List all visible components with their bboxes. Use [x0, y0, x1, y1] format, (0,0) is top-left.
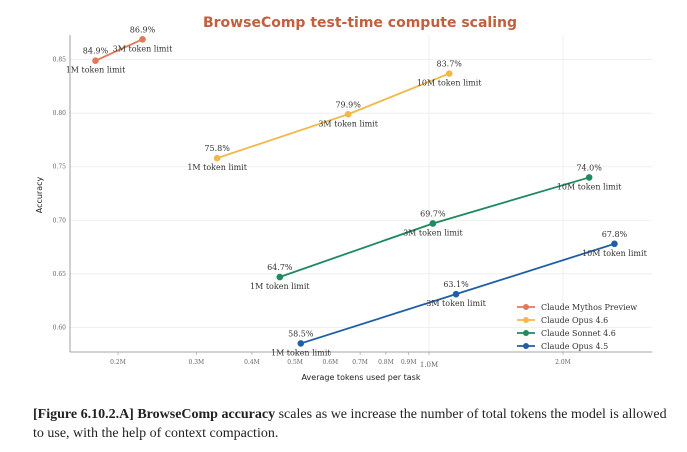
y-tick-label: 0.80	[53, 110, 67, 117]
x-tick-label: 0.3M	[189, 359, 205, 366]
value-label: 79.9%	[335, 100, 361, 109]
data-point	[213, 154, 221, 162]
caption-text: scales as we increase the number of tota…	[33, 407, 667, 441]
data-point	[297, 340, 305, 347]
series-line	[95, 38, 143, 62]
data-point	[585, 174, 593, 181]
legend-marker	[523, 330, 529, 336]
x-tick-label: 0.8M	[378, 359, 394, 366]
value-label: 74.0%	[576, 163, 602, 172]
point-label: 1M token limit	[271, 348, 331, 357]
y-tick-label: 0.60	[53, 324, 67, 331]
data-point	[92, 57, 99, 65]
point-label: 10M token limit	[557, 182, 622, 191]
value-label: 75.8%	[204, 144, 230, 153]
value-label: 86.9%	[130, 25, 156, 34]
x-tick-label: 0.5M	[287, 359, 303, 366]
point-label: 1M token limit	[66, 66, 126, 75]
point-label: 3M token limit	[403, 228, 463, 237]
chart-title: BrowseComp test-time compute scaling	[203, 15, 517, 31]
y-tick-label: 0.85	[53, 57, 67, 64]
x-tick-label: 0.4M	[244, 359, 260, 366]
value-label: 58.5%	[288, 329, 314, 338]
data-point	[344, 110, 352, 118]
x-tick-label: 0.9M	[401, 359, 417, 366]
data-point	[139, 35, 146, 43]
axes: 0.60 0.65 0.70 0.75 0.80 0.85 0.2M 0.3M 0.4M 0.5M…	[53, 35, 652, 369]
x-axis-label: Average tokens used per task	[302, 373, 421, 382]
series-line	[216, 72, 450, 160]
point-label: 3M token limit	[426, 299, 486, 308]
data-point	[445, 70, 453, 77]
legend-marker	[523, 343, 529, 349]
value-label: 63.1%	[443, 280, 469, 289]
data-point	[452, 290, 460, 298]
y-tick-label: 0.75	[53, 164, 67, 171]
point-label: 1M token limit	[250, 282, 310, 291]
legend-entry: Claude Opus 4.6	[541, 316, 608, 325]
legend: Claude Mythos Preview Claude Opus 4.6 Clau…	[517, 303, 637, 351]
legend-entry: Claude Sonnet 4.6	[541, 329, 616, 338]
point-label: 10M token limit	[417, 79, 482, 88]
point-label: 1M token limit	[187, 163, 247, 172]
data-point	[276, 273, 284, 281]
point-label: 3M token limit	[113, 44, 173, 53]
y-axis-label: Accuracy	[35, 176, 44, 213]
figure-caption: [Figure 6.10.2.A] BrowseComp accuracy sc…	[33, 405, 673, 443]
browsecomp-chart: BrowseComp test-time compute scaling 0.6…	[35, 15, 652, 382]
caption-prefix: [Figure 6.10.2.A] BrowseComp accuracy	[33, 407, 276, 422]
point-label: 3M token limit	[318, 119, 378, 128]
legend-entry: Claude Opus 4.5	[541, 342, 608, 351]
value-label: 83.7%	[436, 60, 462, 69]
y-tick-label: 0.65	[53, 271, 67, 278]
x-tick-label: 0.7M	[352, 359, 368, 366]
x-tick-label: 0.2M	[110, 359, 126, 366]
x-tick-label: 0.6M	[322, 359, 338, 366]
legend-entry: Claude Mythos Preview	[541, 303, 637, 312]
series-line	[279, 176, 590, 278]
data-point	[611, 240, 618, 248]
legend-marker	[523, 304, 529, 310]
series-group: 84.9% 1M token limit 86.9% 3M token limit 75…	[66, 25, 648, 357]
value-label: 84.9%	[83, 47, 109, 56]
value-label: 67.8%	[602, 230, 628, 239]
x-tick-label: 1.0M	[420, 361, 438, 369]
legend-marker	[523, 317, 529, 323]
gridlines	[70, 35, 652, 352]
data-point	[429, 220, 437, 227]
point-label: 10M token limit	[582, 249, 647, 258]
x-tick-label: 2.0M	[555, 359, 571, 366]
value-label: 69.7%	[420, 209, 446, 218]
value-label: 64.7%	[267, 263, 293, 272]
y-tick-label: 0.70	[53, 217, 67, 224]
